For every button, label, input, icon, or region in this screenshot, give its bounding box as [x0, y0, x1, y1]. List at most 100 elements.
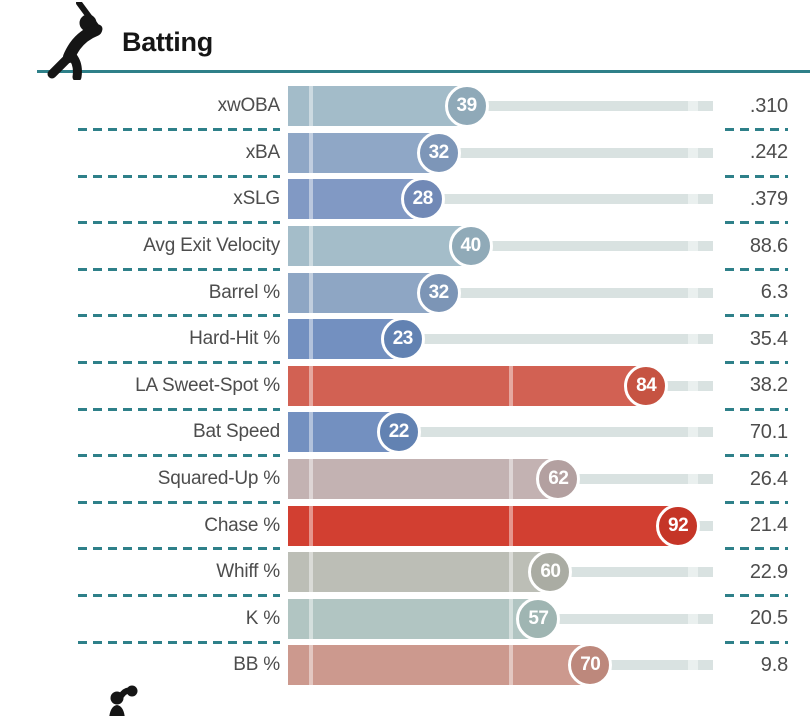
percentile-badge[interactable]: 92 [656, 503, 701, 548]
percentile-bar-zone: 40 [288, 224, 713, 269]
stat-label: Bat Speed [193, 421, 280, 443]
stat-label: xSLG [233, 188, 280, 210]
percentile-badge[interactable]: 60 [528, 550, 573, 595]
bar-tick-50 [509, 365, 513, 406]
fielder-icon [109, 685, 138, 716]
bar-tick-0 [309, 365, 313, 406]
percentile-bar-zone: 84 [288, 363, 713, 408]
percentile-badge[interactable]: 70 [568, 643, 613, 688]
stat-value: .310 [749, 94, 788, 117]
percentile-badge[interactable]: 32 [416, 130, 461, 175]
bar-tick-50 [509, 645, 513, 686]
row-separator-left [78, 314, 280, 318]
stat-value: 38.2 [749, 374, 788, 397]
stat-label: Barrel % [208, 281, 280, 303]
stat-value: .242 [749, 141, 788, 164]
row-separator-right [725, 361, 788, 365]
row-separator-left [78, 594, 280, 598]
percentile-bar [288, 132, 439, 173]
track-tick [688, 287, 698, 298]
bar-tick-50 [509, 552, 513, 593]
percentile-bar-zone: 39 [288, 84, 713, 129]
bar-tick-0 [309, 645, 313, 686]
percentile-bar [288, 226, 471, 267]
stat-value: .379 [749, 187, 788, 210]
track-tick [688, 241, 698, 252]
bar-tick-0 [309, 86, 313, 127]
stat-value: 21.4 [749, 514, 788, 537]
stat-row: Chase % 92 21.4 [0, 500, 810, 549]
percentile-badge[interactable]: 28 [400, 177, 445, 222]
track-tick [688, 334, 698, 345]
bar-tick-0 [309, 412, 313, 453]
percentile-bar-zone: 28 [288, 177, 713, 222]
row-separator-right [725, 407, 788, 411]
percentile-track [288, 427, 713, 438]
percentile-bar-zone: 60 [288, 550, 713, 595]
percentile-bar [288, 272, 439, 313]
row-separator-right [725, 454, 788, 458]
percentile-badge[interactable]: 22 [376, 410, 421, 455]
row-separator-right [725, 640, 788, 644]
row-separator-left [78, 221, 280, 225]
percentile-badge[interactable]: 40 [448, 224, 493, 269]
row-separator-right [725, 547, 788, 551]
percentile-bar-zone: 62 [288, 457, 713, 502]
stat-row: K % 57 20.5 [0, 594, 810, 643]
track-tick [688, 380, 698, 391]
percentile-bar-zone: 32 [288, 270, 713, 315]
stat-row: Bat Speed 22 70.1 [0, 407, 810, 456]
percentile-track [288, 287, 713, 298]
percentile-track [288, 194, 713, 205]
percentile-bar-zone: 70 [288, 643, 713, 688]
stat-row: Squared-Up % 62 26.4 [0, 454, 810, 503]
stat-row: xBA 32 .242 [0, 128, 810, 177]
stat-label: Squared-Up % [157, 468, 280, 490]
percentile-track [288, 101, 713, 112]
track-tick [688, 660, 698, 671]
section-title: Batting [122, 27, 213, 57]
percentile-bar-zone: 92 [288, 503, 713, 548]
stat-label: BB % [233, 654, 280, 676]
percentile-bar [288, 459, 559, 500]
stat-label: Hard-Hit % [189, 328, 280, 350]
row-separator-right [725, 314, 788, 318]
row-separator-right [725, 174, 788, 178]
percentile-badge[interactable]: 57 [516, 596, 561, 641]
percentile-bar-zone: 32 [288, 130, 713, 175]
bar-tick-0 [309, 598, 313, 639]
row-separator-left [78, 500, 280, 504]
stat-value: 70.1 [749, 420, 788, 443]
percentile-bar-zone: 57 [288, 596, 713, 641]
bar-tick-0 [309, 132, 313, 173]
row-separator-left [78, 547, 280, 551]
stat-row: Hard-Hit % 23 35.4 [0, 314, 810, 363]
bar-tick-0 [309, 459, 313, 500]
stat-label: Chase % [204, 514, 280, 536]
percentile-badge[interactable]: 23 [380, 317, 425, 362]
percentile-badge[interactable]: 39 [444, 84, 489, 129]
percentile-bar [288, 645, 591, 686]
row-separator-right [725, 128, 788, 132]
percentile-rows: xwOBA 39 .310 xBA [0, 83, 810, 689]
row-separator-left [78, 454, 280, 458]
percentile-badge[interactable]: 62 [536, 457, 581, 502]
percentile-bar [288, 598, 539, 639]
percentile-bar [288, 505, 679, 546]
row-separator-left [78, 128, 280, 132]
row-separator-left [78, 267, 280, 271]
percentile-track [288, 241, 713, 252]
stat-row: LA Sweet-Spot % 84 38.2 [0, 361, 810, 410]
track-tick [688, 613, 698, 624]
percentile-badge[interactable]: 32 [416, 270, 461, 315]
row-separator-right [725, 267, 788, 271]
percentile-track [288, 334, 713, 345]
row-separator-left [78, 407, 280, 411]
percentile-badge[interactable]: 84 [624, 363, 669, 408]
track-tick [688, 147, 698, 158]
stat-row: Barrel % 32 6.3 [0, 267, 810, 316]
percentile-bar [288, 365, 647, 406]
bar-tick-0 [309, 179, 313, 220]
percentile-track [288, 147, 713, 158]
stat-row: xSLG 28 .379 [0, 174, 810, 223]
